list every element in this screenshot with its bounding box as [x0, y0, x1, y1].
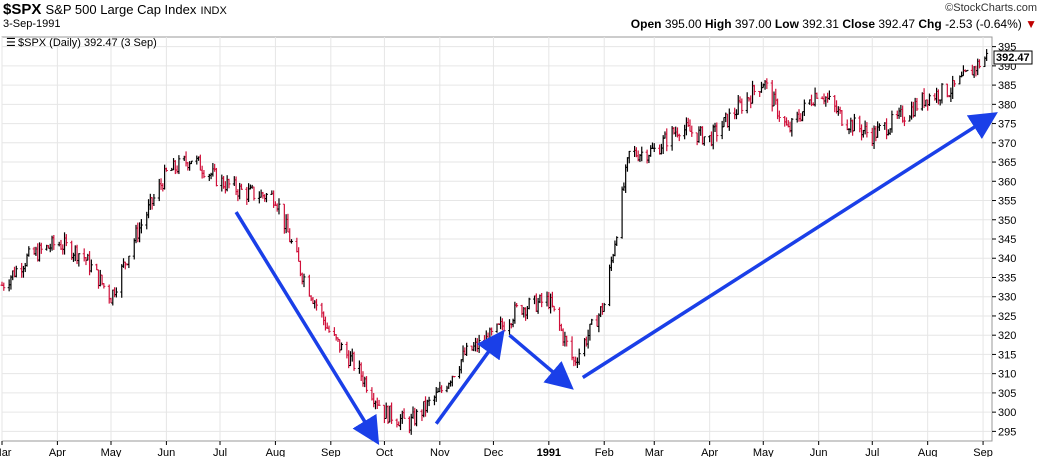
close-value: 392.47 — [878, 17, 916, 31]
x-tick-label: Oct — [376, 447, 393, 457]
trend-arrow — [508, 333, 574, 390]
y-tick-label: 305 — [998, 388, 1016, 400]
x-tick-label: Mar — [645, 447, 664, 457]
x-axis: Mar Apr May Jun Jul Aug Sep Oct Nov Dec 1991 Feb Mar… — [0, 441, 993, 457]
legend-text: $SPX (Daily) 392.47 (3 Sep) — [18, 37, 157, 49]
high-label: High — [704, 17, 732, 31]
chg-label: Chg — [918, 17, 942, 31]
open-label: Open — [630, 17, 662, 31]
grid-lines — [1, 37, 992, 441]
last-price-tag: 392.47 — [993, 50, 1033, 65]
x-tick-label: Jul — [865, 447, 879, 457]
y-tick-label: 350 — [998, 215, 1016, 227]
low-label: Low — [774, 17, 799, 31]
x-tick-label: Jul — [213, 447, 227, 457]
x-tick-label: Mar — [0, 447, 12, 457]
y-tick-label: 325 — [998, 311, 1016, 323]
trend-arrows — [234, 112, 998, 446]
y-tick-label: 365 — [998, 157, 1016, 169]
y-tick-label: 355 — [998, 196, 1016, 208]
quote-date: 3-Sep-1991 — [3, 18, 61, 30]
y-tick-label: 345 — [998, 234, 1016, 246]
last-price-value: 392.47 — [996, 52, 1030, 64]
down-arrow-icon: ▼ — [1025, 17, 1037, 31]
y-tick-label: 360 — [998, 176, 1016, 188]
x-tick-label: Sep — [321, 447, 341, 457]
open-value: 395.00 — [664, 17, 702, 31]
x-tick-label: May — [101, 447, 122, 457]
x-tick-label: Dec — [484, 447, 504, 457]
y-tick-label: 370 — [998, 138, 1016, 150]
y-tick-label: 295 — [998, 426, 1016, 438]
trend-arrow — [581, 112, 998, 379]
legend: ☰ $SPX (Daily) 392.47 (3 Sep) — [6, 37, 157, 49]
y-tick-label: 385 — [998, 80, 1016, 92]
legend-icon: ☰ — [6, 37, 16, 49]
x-tick-label: Jun — [810, 447, 828, 457]
chg-value: -2.53 (-0.64%) — [945, 17, 1022, 31]
x-tick-label: Feb — [595, 447, 614, 457]
trend-arrow — [234, 211, 380, 446]
index-name: S&P 500 Large Cap Index — [45, 2, 197, 17]
y-tick-label: 300 — [998, 407, 1016, 419]
y-tick-label: 310 — [998, 369, 1016, 381]
x-tick-label: Jun — [158, 447, 176, 457]
symbol: $SPX — [3, 1, 42, 18]
x-tick-label: Nov — [430, 447, 450, 457]
x-tick-label: Apr — [701, 447, 718, 457]
low-value: 392.31 — [802, 17, 839, 31]
y-tick-label: 335 — [998, 272, 1016, 284]
high-value: 397.00 — [734, 17, 772, 31]
y-tick-label: 375 — [998, 119, 1016, 131]
x-tick-label: Sep — [973, 447, 993, 457]
x-tick-label: Aug — [918, 447, 938, 457]
y-tick-label: 380 — [998, 99, 1016, 111]
y-tick-label: 340 — [998, 253, 1016, 265]
y-tick-label: 320 — [998, 330, 1016, 342]
price-bars — [0, 49, 989, 435]
x-tick-label: Apr — [49, 447, 66, 457]
y-tick-label: 330 — [998, 292, 1016, 304]
x-tick-label: Aug — [266, 447, 286, 457]
y-tick-label: 315 — [998, 349, 1016, 361]
x-tick-label: 1991 — [537, 447, 561, 457]
x-tick-label: May — [753, 447, 774, 457]
quote-summary: Open 395.00 High 397.00 Low 392.31 Close… — [631, 17, 1037, 31]
symbol-title: $SPX S&P 500 Large Cap Index INDX — [3, 1, 227, 18]
y-axis: 295 300 305 310 315 320 325 330 335 340 345 350 355 3… — [992, 42, 1016, 438]
trend-arrow — [434, 329, 505, 425]
close-label: Close — [842, 17, 875, 31]
brand-watermark[interactable]: ©StockCharts.com — [945, 2, 1037, 14]
exchange: INDX — [200, 5, 227, 17]
chart-header: $SPX S&P 500 Large Cap Index INDX 3-Sep-… — [0, 0, 1045, 36]
